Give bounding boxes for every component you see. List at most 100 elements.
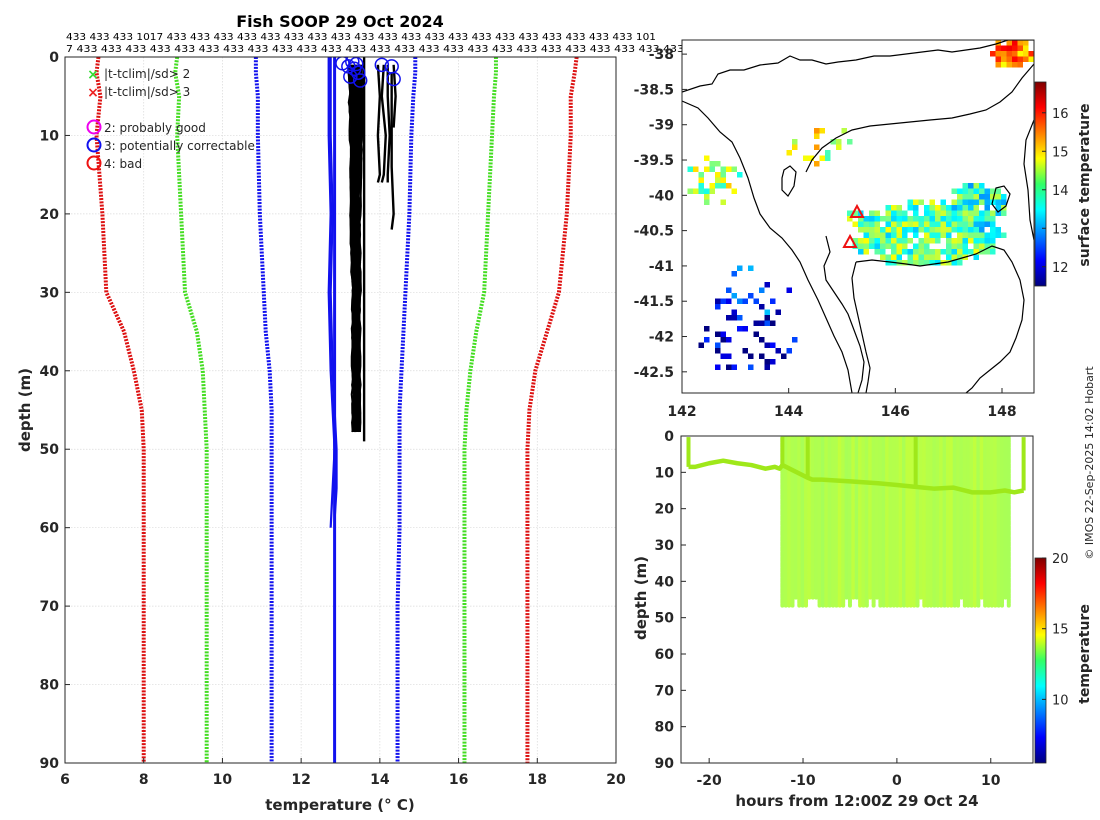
- sst-pixel: [979, 238, 985, 244]
- sst-pixel: [753, 320, 759, 326]
- sst-pixel: [687, 166, 693, 172]
- sst-pixel: [1006, 56, 1012, 62]
- sst-pixel: [968, 199, 974, 205]
- climatology-lines: [94, 57, 579, 763]
- sst-pixel: [962, 216, 968, 222]
- sst-pixel: [951, 243, 957, 249]
- sst-pixel: [907, 227, 913, 233]
- section-tick-label-y: 50: [655, 611, 675, 627]
- sst-pixel: [885, 210, 891, 216]
- profile-tick-label-y: 90: [40, 756, 60, 772]
- sst-pixel: [1028, 56, 1034, 62]
- sst-pixel: [962, 194, 968, 200]
- sst-pixel: [979, 199, 985, 205]
- sst-pixel: [924, 210, 930, 216]
- profile-tick-label-x: 14: [370, 772, 390, 788]
- survey-markers: [842, 203, 865, 248]
- sst-pixel: [946, 210, 952, 216]
- legend-entry-2sd: × |t-tclim|/sd> 2: [87, 67, 190, 83]
- sst-pixel: [929, 260, 935, 266]
- sst-pixel: [913, 249, 919, 255]
- legend-label-3sd: |t-tclim|/sd> 3: [104, 85, 190, 99]
- sst-pixel: [973, 188, 979, 194]
- sst-pixel: [869, 210, 875, 216]
- sst-pixel: [737, 315, 743, 321]
- sst-pixel: [984, 232, 990, 238]
- sst-pixel: [1017, 51, 1023, 57]
- flag-circles: [335, 57, 401, 88]
- sst-pixel: [858, 249, 864, 255]
- sst-pixel: [902, 221, 908, 227]
- sst-pixel: [951, 210, 957, 216]
- sst-pixel: [880, 227, 886, 233]
- sst-pixel: [891, 243, 897, 249]
- sst-pixel: [891, 238, 897, 244]
- sst-pixel: [847, 210, 853, 216]
- tasmania-coast: [855, 245, 1025, 393]
- sst-pixel: [896, 249, 902, 255]
- sst-pixel: [819, 155, 825, 161]
- sst-pixel: [995, 210, 1001, 216]
- sst-pixel: [814, 128, 820, 134]
- flinders-island: [991, 185, 1011, 213]
- sst-pixel: [715, 177, 721, 183]
- profile-tick-label-x: 12: [291, 772, 310, 788]
- map-colorbar-tick-label: 12: [1052, 261, 1069, 276]
- sst-pixel: [858, 243, 864, 249]
- section-tick-label-y: 0: [664, 429, 674, 445]
- tasmania-west-coast: [851, 261, 871, 393]
- sst-pixel: [770, 320, 776, 326]
- sst-pixel: [814, 144, 820, 150]
- sst-pixel: [704, 166, 710, 172]
- sst-pixel: [907, 199, 913, 205]
- sst-pixel: [847, 216, 853, 222]
- sst-pixel: [979, 188, 985, 194]
- sst-pixel: [907, 260, 913, 266]
- sst-pixel: [858, 238, 864, 244]
- sst-pixel: [764, 282, 770, 288]
- section-colorbar-tick-label: 10: [1052, 693, 1069, 708]
- sst-pixel: [973, 221, 979, 227]
- sst-pixel: [924, 232, 930, 238]
- sst-pixel: [929, 232, 935, 238]
- sst-pixel: [1001, 194, 1007, 200]
- sst-pixel: [786, 348, 792, 354]
- profile-tick-label-y: 10: [40, 128, 60, 144]
- section-tick-label-x: -20: [697, 773, 723, 789]
- sst-pixel: [737, 172, 743, 178]
- sst-pixel: [786, 287, 792, 293]
- sst-pixel: [720, 337, 726, 343]
- sst-pixel: [698, 172, 704, 178]
- sst-pixel: [720, 353, 726, 359]
- sst-pixel: [913, 221, 919, 227]
- section-colorbar-bar: [1034, 557, 1047, 764]
- profile-tick-label-y: 80: [40, 678, 60, 694]
- sst-pixel: [973, 227, 979, 233]
- sst-pixel: [918, 216, 924, 222]
- sst-pixel: [946, 221, 952, 227]
- sst-pixel: [913, 227, 919, 233]
- sst-pixel: [731, 188, 737, 194]
- sst-pixel: [742, 326, 748, 332]
- threshold-legend: × |t-tclim|/sd> 2 × |t-tclim|/sd> 3: [87, 67, 190, 101]
- profile-tick-label-x: 18: [528, 772, 547, 788]
- black-profile-line: [358, 64, 364, 433]
- sst-pixel: [1017, 45, 1023, 51]
- map-tick-label-x: 142: [667, 404, 696, 420]
- sst-pixel: [891, 254, 897, 260]
- sst-pixel: [929, 199, 935, 205]
- sst-pixel: [709, 161, 715, 167]
- map-tick-label-x: 148: [987, 404, 1016, 420]
- climatology-minus1sd-line: [253, 57, 274, 763]
- sst-pixel: [935, 227, 941, 233]
- legend-entry-flag-4: 4: bad: [86, 155, 142, 171]
- sst-pixel: [1012, 45, 1018, 51]
- map-tick-label-y: -38: [649, 47, 674, 63]
- section-colorbar-tick-label: 20: [1052, 552, 1069, 567]
- sst-pixel: [896, 205, 902, 211]
- sst-pixel: [962, 188, 968, 194]
- sst-pixel: [973, 199, 979, 205]
- sst-pixel: [863, 216, 869, 222]
- sst-pixel: [968, 216, 974, 222]
